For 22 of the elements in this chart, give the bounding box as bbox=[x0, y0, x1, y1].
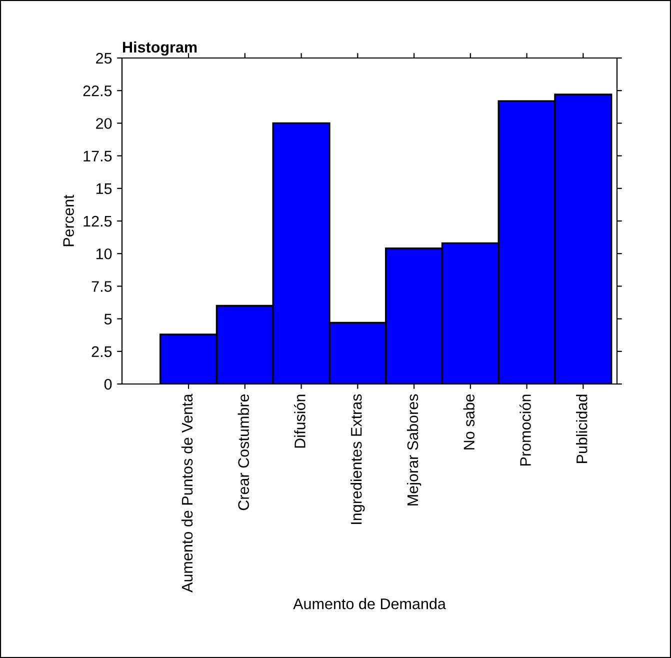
x-tick-label: Promoción bbox=[519, 394, 531, 466]
x-tick-label: Ingredientes Extras bbox=[350, 394, 365, 524]
x-tick-label: Aumento de Puntos de Venta bbox=[181, 394, 193, 592]
y-tick-label: 5 bbox=[104, 314, 112, 324]
x-tick-label: Difusión bbox=[294, 394, 306, 448]
y-axis-title: Percent bbox=[63, 194, 74, 246]
y-tick-label: 2.5 bbox=[92, 346, 112, 358]
x-tick-label: Crear Costumbre bbox=[238, 394, 250, 510]
y-tick-label: 25 bbox=[96, 52, 112, 64]
x-tick-label: Mejorar Sabores bbox=[406, 394, 422, 506]
x-axis-title: Aumento de Demanda bbox=[293, 598, 446, 610]
y-tick-label: 17.5 bbox=[84, 150, 112, 162]
y-tick-label: 12.5 bbox=[84, 216, 112, 227]
y-tick-label: 20 bbox=[96, 118, 112, 129]
x-tick-label: No sabe bbox=[463, 394, 475, 450]
y-tick-label: 15 bbox=[96, 183, 112, 194]
x-tick-label: Publicidad bbox=[576, 394, 588, 463]
y-tick-label: 10 bbox=[96, 248, 112, 260]
chart-title: Histogram bbox=[123, 41, 197, 56]
y-tick-label: 0 bbox=[104, 378, 112, 390]
y-tick-label: 7.5 bbox=[92, 281, 112, 292]
y-tick-label: 22.5 bbox=[83, 85, 112, 96]
